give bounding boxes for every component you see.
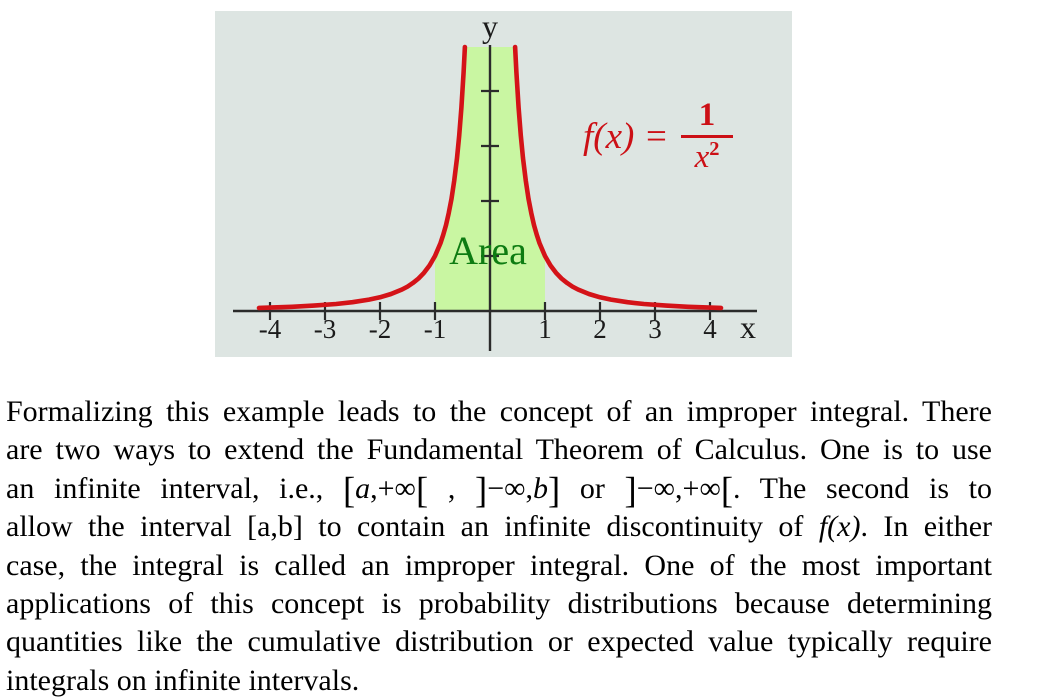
x-tick-label: 1 (538, 314, 552, 344)
x-tick-labels: -4 -3 -2 -1 1 2 3 4 (259, 314, 718, 344)
x-tick-label: -4 (259, 314, 282, 344)
formula-lhs: f(x) = (583, 116, 669, 157)
x-axis-label: x (740, 309, 756, 345)
denominator-base: x (694, 139, 710, 175)
plot-svg: y x Area -4 -3 -2 -1 1 2 3 4 (233, 11, 757, 351)
x-tick-label: -2 (369, 314, 392, 344)
text-line-2: are two ways to extend the Fundamental T… (6, 433, 992, 467)
denominator-exponent: 2 (709, 138, 720, 160)
text-line-1: Formalizing this example leads to the co… (6, 395, 992, 428)
text-line-3: an infinite interval, i.e., [a,+∞[ , ]−∞… (6, 469, 993, 511)
y-ticks (481, 89, 499, 258)
text-line-7: quantities like the cumulative distribut… (6, 625, 992, 659)
text-line-8: integrals on infinite intervals. (6, 663, 360, 697)
x-tick-label: 4 (703, 314, 717, 344)
y-axis-label: y (482, 11, 498, 44)
text-line-4: allow the interval [a,b] to contain an i… (6, 510, 992, 544)
x-tick-label: -3 (314, 314, 337, 344)
text-line-5: case, the integral is called an improper… (6, 548, 992, 582)
paragraph: Formalizing this example leads to the co… (6, 393, 992, 699)
text-line-6: applications of this concept is probabil… (6, 587, 992, 621)
area-label: Area (449, 228, 527, 273)
x-tick-label: 2 (593, 314, 607, 344)
curve-left-branch (256, 44, 468, 311)
formula-fraction: 1 x2 (680, 97, 734, 175)
x-tick-label: 3 (648, 314, 662, 344)
figure-panel: y x Area -4 -3 -2 -1 1 2 3 4 f(x) = 1 x2 (215, 11, 792, 357)
curve-right-branch (512, 44, 724, 311)
function-formula: f(x) = 1 x2 (583, 97, 734, 175)
x-tick-label: -1 (424, 314, 447, 344)
fraction-denominator: x2 (680, 135, 734, 175)
fraction-numerator: 1 (698, 97, 716, 133)
